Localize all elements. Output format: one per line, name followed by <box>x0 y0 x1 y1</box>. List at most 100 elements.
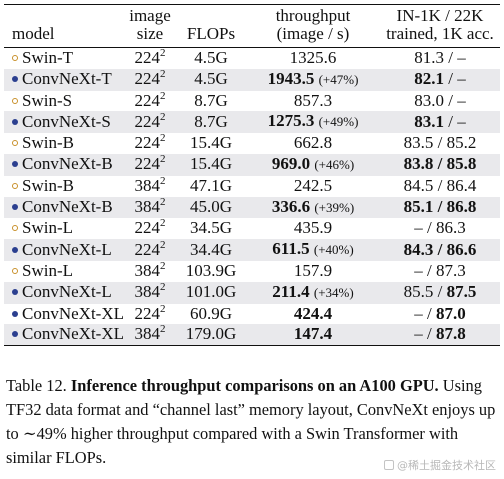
watermark-logo-icon <box>384 460 394 470</box>
cell-model: ConvNeXt-T <box>4 68 124 91</box>
results-table: model image size FLOPs throughput (image /… <box>4 5 500 346</box>
open-circle-icon <box>12 225 18 232</box>
throughput-value: 424.4 <box>293 303 333 323</box>
size-exponent: 2 <box>160 217 166 230</box>
cell-throughput: 969.0 (+46%) <box>246 153 380 176</box>
acc-22k: 86.8 <box>446 197 477 217</box>
acc-22k: 85.8 <box>446 154 477 174</box>
size-value: 224 <box>134 239 161 259</box>
table-row: ConvNeXt-XL 2242 60.9G 424.4– / 87.0 <box>4 303 500 325</box>
cell-model: ConvNeXt-B <box>4 196 124 219</box>
throughput-gain: (+47%) <box>318 71 359 87</box>
header-accuracy: IN-1K / 22K trained, 1K acc. <box>380 5 500 48</box>
model-name: Swin-L <box>22 260 73 280</box>
cell-accuracy: – / 87.3 <box>380 261 500 282</box>
table-body: Swin-T 2242 4.5G 1325.6 81.3 / – ConvNeXt-T 22… <box>4 48 500 346</box>
filled-circle-icon <box>12 161 18 168</box>
flops-value: 101.0G <box>185 282 237 302</box>
acc-1k: 81.3 <box>414 48 444 67</box>
header-model-label: model <box>12 24 55 43</box>
cell-flops: 103.9G <box>176 261 246 282</box>
cell-accuracy: 82.1 / – <box>380 68 500 91</box>
cell-flops: 8.7G <box>176 111 246 134</box>
cell-model: Swin-B <box>4 133 124 154</box>
model-name: ConvNeXt-L <box>22 282 112 302</box>
cell-throughput: 211.4 (+34%) <box>246 281 380 304</box>
cell-image-size: 3842 <box>124 175 176 197</box>
cell-flops: 34.4G <box>176 239 246 261</box>
flops-value: 15.4G <box>189 154 233 174</box>
acc-22k: 87.0 <box>435 303 466 323</box>
flops-value: 4.5G <box>194 48 228 67</box>
size-value: 384 <box>134 324 161 344</box>
acc-sep: / <box>422 324 436 344</box>
cell-model: Swin-L <box>4 218 124 239</box>
cell-image-size: 2242 <box>124 153 176 176</box>
filled-circle-icon <box>12 76 18 83</box>
acc-22k: 86.6 <box>446 239 477 259</box>
watermark: @稀土掘金技术社区 <box>384 457 496 473</box>
flops-value: 8.7G <box>194 111 228 131</box>
acc-1k: 82.1 <box>414 69 444 89</box>
acc-22k: – <box>457 90 466 110</box>
cell-image-size: 3842 <box>124 281 176 304</box>
acc-1k: – <box>414 303 423 323</box>
table-caption: Table 12. Inference throughput compariso… <box>6 374 498 470</box>
acc-sep: / <box>433 197 447 217</box>
header-throughput: throughput (image / s) <box>246 5 380 48</box>
cell-accuracy: – / 86.3 <box>380 218 500 239</box>
table-row: Swin-L 3842 103.9G 157.9 – / 87.3 <box>4 260 500 282</box>
throughput-value: 242.5 <box>293 175 333 195</box>
table-row: ConvNeXt-XL 3842 179.0G 147.4– / 87.8 <box>4 324 500 346</box>
cell-image-size: 3842 <box>124 260 176 282</box>
cell-flops: 45.0G <box>176 196 246 219</box>
acc-sep: / <box>422 303 436 323</box>
flops-value: 47.1G <box>189 175 233 195</box>
cell-model: Swin-T <box>4 48 124 69</box>
header-acc-line1: IN-1K / 22K <box>396 6 484 25</box>
table-row: ConvNeXt-T 2242 4.5G 1943.5 (+47%) 82.1 / – <box>4 68 500 91</box>
filled-circle-icon <box>12 331 18 338</box>
open-circle-icon <box>12 267 18 274</box>
model-name: ConvNeXt-T <box>22 69 112 89</box>
filled-circle-icon <box>12 204 18 211</box>
cell-throughput: 424.4 <box>246 304 380 325</box>
open-circle-icon <box>12 182 18 189</box>
size-value: 384 <box>134 282 161 302</box>
throughput-value: 157.9 <box>293 260 333 280</box>
cell-accuracy: 85.1 / 86.8 <box>380 196 500 219</box>
header-size-line2: size <box>136 24 164 43</box>
cell-model: ConvNeXt-L <box>4 281 124 304</box>
throughput-value: 147.4 <box>293 324 333 344</box>
cell-accuracy: 83.8 / 85.8 <box>380 153 500 176</box>
cell-flops: 15.4G <box>176 153 246 176</box>
cell-flops: 34.5G <box>176 218 246 239</box>
cell-accuracy: 85.5 / 87.5 <box>380 281 500 304</box>
model-name: ConvNeXt-XL <box>22 303 124 323</box>
size-exponent: 2 <box>160 110 166 123</box>
acc-sep: / <box>444 48 458 67</box>
cell-model: ConvNeXt-XL <box>4 304 124 325</box>
header-throughput-line1: throughput <box>275 6 351 25</box>
flops-value: 60.9G <box>189 303 233 323</box>
model-name: Swin-S <box>22 90 73 110</box>
cell-image-size: 2242 <box>124 48 176 69</box>
throughput-value: 1943.5 <box>267 68 315 88</box>
cell-flops: 8.7G <box>176 91 246 112</box>
cell-throughput: 1275.3 (+49%) <box>246 111 380 134</box>
cell-accuracy: – / 87.0 <box>380 304 500 325</box>
acc-22k: – <box>457 111 466 131</box>
acc-1k: 83.8 <box>403 154 434 174</box>
cell-image-size: 2242 <box>124 90 176 112</box>
cell-image-size: 2242 <box>124 239 176 261</box>
model-name: ConvNeXt-L <box>22 239 112 259</box>
acc-sep: / <box>433 175 447 195</box>
size-exponent: 2 <box>160 47 166 59</box>
acc-sep: / <box>433 133 447 153</box>
cell-image-size: 2242 <box>124 68 176 91</box>
acc-22k: 86.3 <box>435 218 466 238</box>
caption-body: Using TF32 data format and “channel last… <box>6 376 496 467</box>
flops-value: 34.5G <box>189 218 233 238</box>
acc-sep: / <box>444 111 458 131</box>
cell-model: ConvNeXt-XL <box>4 324 124 346</box>
